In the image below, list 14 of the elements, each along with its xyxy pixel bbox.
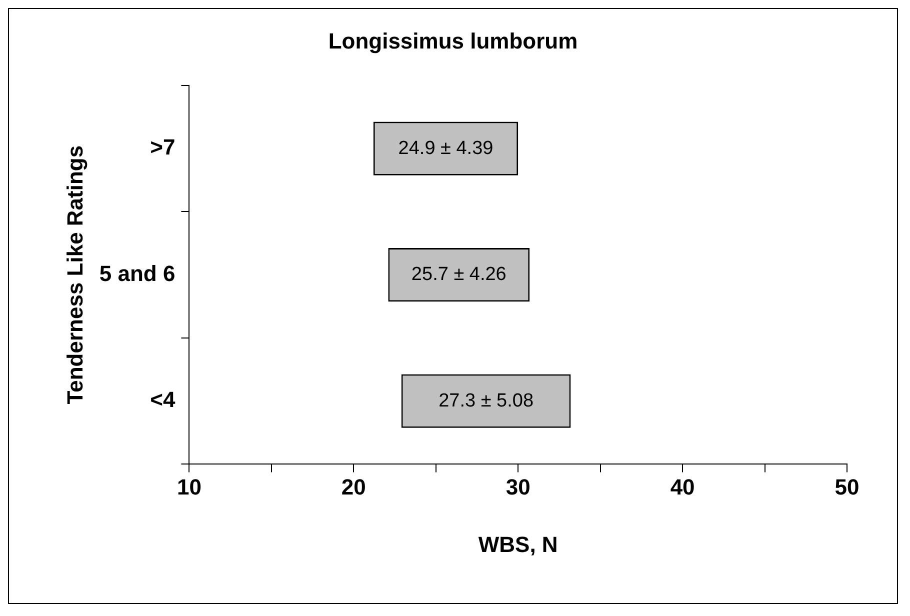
annotation: 27.3 ± 5.08 <box>438 390 534 412</box>
x-tick-label: 30 <box>506 474 530 500</box>
x-tick-label: 40 <box>670 474 695 500</box>
x-axis-title: WBS, N <box>478 532 558 557</box>
x-tick-label: 10 <box>176 474 202 500</box>
y-tick-label: >7 <box>150 134 176 160</box>
y-axis-title: Tenderness Like Ratings <box>62 145 88 404</box>
x-tick-label: 50 <box>834 474 860 500</box>
x-tick-label: 20 <box>341 474 366 500</box>
chart-title: Longissimus lumborum <box>328 28 578 54</box>
annotation: 24.9 ± 4.39 <box>398 138 494 159</box>
annotation: 25.7 ± 4.26 <box>411 264 506 286</box>
y-tick-label: 5 and 6 <box>99 260 176 286</box>
y-tick-label: <4 <box>150 387 176 412</box>
